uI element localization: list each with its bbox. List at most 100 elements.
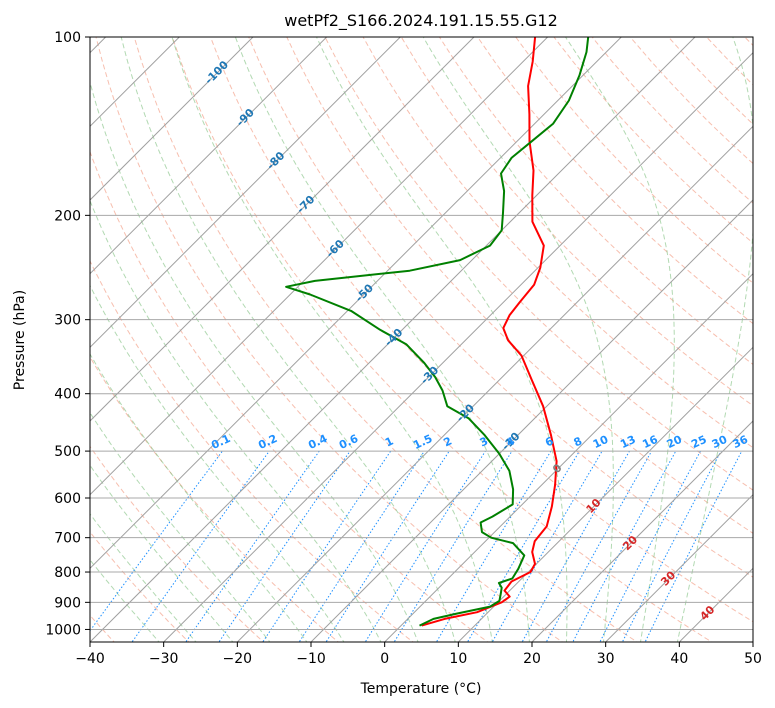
isotherm-label: -50 <box>353 281 376 304</box>
dry-adiabat-line <box>438 37 753 366</box>
mixing-ratio-line <box>572 450 677 642</box>
x-tick-label: −20 <box>223 651 253 667</box>
x-tick-label: 50 <box>744 651 762 667</box>
y-tick-label: 1000 <box>45 622 81 638</box>
isotherm-line <box>90 37 254 201</box>
isotherm-label: 10 <box>584 496 604 516</box>
mixing-ratio-line <box>325 450 450 642</box>
isotherm-label: -80 <box>264 149 287 172</box>
isotherm-line <box>90 37 696 642</box>
y-tick-label: 200 <box>54 208 81 224</box>
y-axis-title: Pressure (hPa) <box>12 290 28 390</box>
dry-adiabat-line <box>248 37 753 578</box>
moist-adiabat-line <box>90 464 234 642</box>
x-tick-label: 0 <box>380 651 389 667</box>
isotherm-line <box>90 37 475 422</box>
moist-adiabat-line <box>90 284 345 642</box>
y-tick-label: 900 <box>54 595 81 611</box>
isotherm-line <box>0 10 59 654</box>
plot-area: -100-90-80-70-60-50-40-30-20-10010203040… <box>0 10 753 654</box>
isotherm-line <box>604 493 753 642</box>
x-tick-label: 40 <box>670 651 688 667</box>
x-tick-label: 10 <box>449 651 467 667</box>
mixing-ratio-label: 30 <box>710 433 730 451</box>
y-tick-label: 100 <box>54 30 81 46</box>
isotherm-line <box>162 51 753 642</box>
isoline-labels: -100-90-80-70-60-50-40-30-20-10010203040… <box>202 58 750 623</box>
x-tick-label: −30 <box>149 651 179 667</box>
isotherm-grid <box>0 10 753 654</box>
isotherm-label: 40 <box>697 603 717 623</box>
dry-adiabat-line <box>171 37 713 642</box>
dry-adiabat-line <box>324 37 753 491</box>
isotherm-line <box>90 37 623 570</box>
mixing-ratio-line <box>131 450 270 642</box>
isotherm-line <box>310 199 753 642</box>
dry-adiabat-line <box>90 150 489 642</box>
dry-adiabat-line <box>90 531 190 642</box>
dry-adiabat-line <box>477 37 753 325</box>
x-tick-label: 30 <box>597 651 615 667</box>
isotherm-line <box>678 567 753 642</box>
dry-adiabat-line <box>90 259 414 642</box>
pressure-grid <box>90 37 753 630</box>
mixing-ratio-label: 3 <box>478 434 490 449</box>
isotherm-label: -20 <box>454 401 477 424</box>
mixing-ratio-line <box>298 450 425 642</box>
y-tick-label: 300 <box>54 313 81 329</box>
mixing-ratio-label: 0.1 <box>209 432 232 452</box>
isotherm-line <box>236 125 753 642</box>
dewpoint-profile-line <box>285 37 590 627</box>
y-tick-label: 400 <box>54 387 81 403</box>
mixing-ratio-label: 8 <box>572 434 584 449</box>
moist-adiabat-line <box>90 80 419 642</box>
mixing-ratio-line <box>599 450 701 642</box>
isotherm-line <box>531 420 753 642</box>
y-tick-label: 700 <box>54 531 81 547</box>
dry-adiabat-line <box>553 37 753 244</box>
mixing-ratio-label: 1 <box>383 434 395 449</box>
chart-title: wetPf2_S166.2024.191.15.55.G12 <box>284 11 558 31</box>
x-axis-title: Temperature (°C) <box>360 681 482 697</box>
isotherm-line <box>90 37 328 275</box>
mixing-ratio-line <box>364 450 486 642</box>
x-tick-label: −10 <box>296 651 326 667</box>
mixing-ratio-line <box>218 450 351 642</box>
profile-series <box>285 37 590 627</box>
isotherm-line <box>90 37 402 349</box>
plot-frame <box>89 36 754 643</box>
moist-adiabat-line <box>90 513 197 642</box>
isotherm-line <box>90 37 181 128</box>
y-tick-label: 800 <box>54 565 81 581</box>
mixing-ratio-label: 36 <box>731 433 751 451</box>
moist-adiabat-line <box>171 37 493 642</box>
dry-adiabat-line <box>706 37 753 86</box>
moist-adiabat-line <box>676 37 753 642</box>
x-tick-label: 20 <box>523 651 541 667</box>
mixing-ratio-line <box>185 450 320 642</box>
isotherm-line <box>90 37 549 496</box>
mixing-ratio-line <box>644 450 743 642</box>
isotherm-line <box>383 272 753 642</box>
mixing-ratio-line <box>393 450 513 642</box>
mixing-ratio-line <box>621 450 722 642</box>
isotherm-line <box>457 346 753 642</box>
moist-adiabat-line <box>120 37 456 642</box>
mixing-ratio-label: 10 <box>591 433 611 451</box>
mixing-ratio-line <box>90 450 223 632</box>
mixing-ratio-label: 0.4 <box>306 432 329 452</box>
y-tick-label: 600 <box>54 491 81 507</box>
mixing-ratio-label: 16 <box>640 433 660 451</box>
mixing-ratio-label: 20 <box>665 433 685 451</box>
temperature-profile-line <box>421 37 558 627</box>
dry-adiabat-line <box>90 356 339 642</box>
mixing-ratio-line <box>435 450 552 642</box>
dry-adiabat-line <box>744 37 753 47</box>
mixing-ratio-line <box>491 450 603 642</box>
x-tick-label: −40 <box>75 651 105 667</box>
axes: −40 −30 −20 −10 0 10 20 30 40 50 100 200 300 400 500 60… <box>45 30 762 667</box>
mixing-ratio-label: 13 <box>618 433 637 451</box>
mixing-ratio-line <box>466 450 580 642</box>
dry-adiabat-line <box>362 37 753 449</box>
